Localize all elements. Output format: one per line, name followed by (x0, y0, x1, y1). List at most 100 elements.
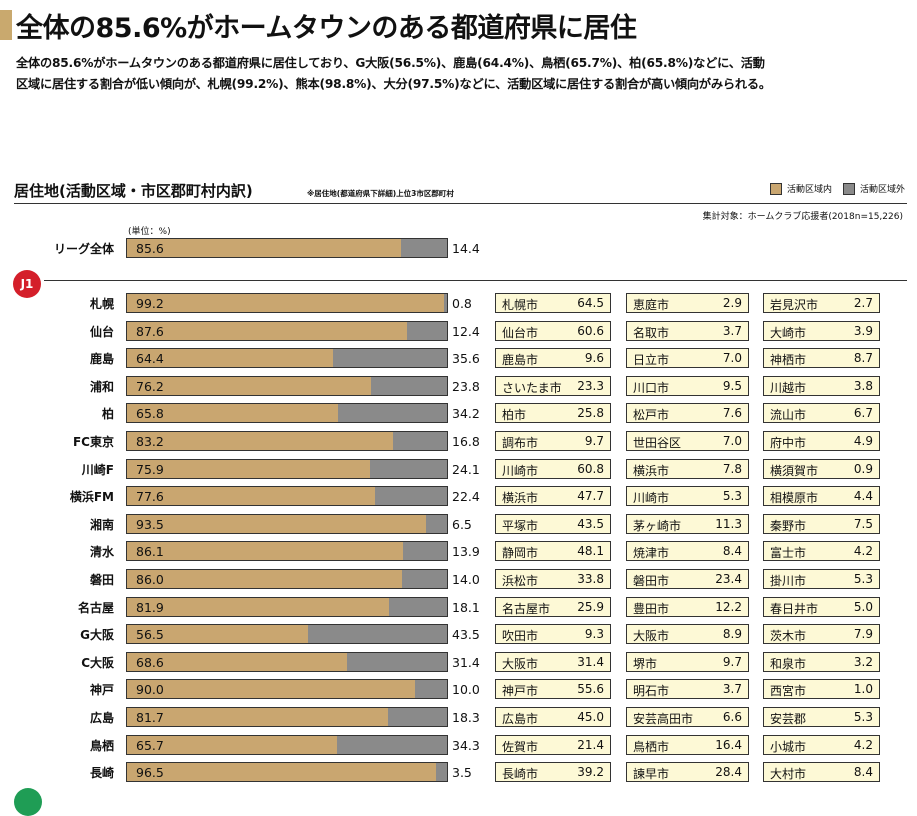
club-bar: 65.8 (126, 403, 448, 424)
city-cell: 府中市 4.9 (763, 431, 880, 451)
city-name: 茅ヶ崎市 (633, 518, 682, 533)
city-cell: 鹿島市 9.6 (495, 348, 611, 369)
city-value: 0.9 (853, 461, 873, 476)
city-cell: 長崎市 39.2 (495, 762, 611, 783)
city-value: 60.6 (577, 323, 604, 338)
city-cell: 安芸郡 5.3 (763, 707, 880, 727)
city-name: 川越市 (770, 380, 807, 395)
next-league-badge (14, 788, 42, 816)
club-inside-value: 86.1 (136, 544, 164, 560)
city-cell: 磐田市 23.4 (626, 569, 749, 589)
overall-bar: 85.6 (126, 238, 448, 258)
club-bar-inside (127, 514, 427, 533)
city-name: 名古屋市 (502, 601, 551, 616)
city-cell: 茅ヶ崎市 11.3 (626, 513, 749, 534)
description-line: 全体の85.6%がホームタウンのある都道府県に居住しており、G大阪(56.5%)… (16, 56, 765, 70)
club-row: 磐田 86.0 14.0 浜松市 33.8 磐田市 23.4 掛川市 5.3 (0, 568, 917, 590)
city-name: 大村市 (770, 767, 807, 782)
city-value: 8.7 (853, 351, 873, 366)
club-label: 名古屋 (77, 600, 114, 615)
city-value: 7.0 (722, 351, 742, 366)
club-row: 仙台 87.6 12.4 仙台市 60.6 名取市 3.7 大崎市 3.9 (0, 320, 917, 342)
club-row: 長崎 96.5 3.5 長崎市 39.2 諫早市 28.4 大村市 8.4 (0, 761, 917, 783)
city-name: 横浜市 (633, 463, 670, 478)
j1-divider (44, 280, 907, 281)
club-bar-inside (127, 349, 334, 368)
city-value: 5.3 (853, 710, 873, 724)
club-outside-value: 0.8 (452, 296, 472, 311)
club-inside-value: 86.0 (136, 572, 164, 587)
club-outside-value: 31.4 (452, 654, 480, 670)
city-value: 5.3 (722, 489, 742, 504)
city-cell: 横浜市 47.7 (495, 486, 611, 507)
club-bar-inside (127, 625, 308, 644)
club-label: FC東京 (72, 435, 114, 449)
section-title: 居住地(活動区域・市区郡町村内訳) (14, 182, 253, 200)
city-cell: 小城市 4.2 (763, 734, 880, 755)
city-value: 12.2 (715, 599, 742, 614)
club-outside-value: 13.9 (452, 544, 480, 560)
club-inside-value: 64.4 (136, 351, 164, 367)
club-bar-inside (127, 321, 408, 340)
club-outside-value: 34.2 (452, 406, 480, 422)
club-inside-value: 87.6 (136, 323, 164, 339)
city-value: 2.9 (722, 296, 742, 310)
city-value: 6.6 (722, 710, 742, 724)
city-name: 世田谷区 (633, 436, 682, 450)
city-name: 神栖市 (770, 353, 807, 368)
city-name: 名取市 (633, 325, 670, 340)
city-cell: 相模原市 4.4 (763, 486, 880, 507)
city-name: 川崎市 (502, 463, 539, 478)
city-cell: 大阪市 31.4 (495, 651, 611, 672)
club-inside-value: 56.5 (136, 627, 164, 643)
city-name: 大崎市 (770, 325, 807, 340)
club-bar-inside (127, 404, 338, 423)
city-name: 松戸市 (633, 408, 670, 423)
club-bar: 86.1 (126, 541, 448, 562)
city-name: 平塚市 (502, 518, 539, 533)
club-row: 清水 86.1 13.9 静岡市 48.1 焼津市 8.4 富士市 4.2 (0, 540, 917, 562)
city-name: 豊田市 (633, 601, 670, 616)
club-inside-value: 68.6 (136, 654, 164, 670)
club-outside-value: 22.4 (452, 489, 480, 505)
club-row: 湘南 93.5 6.5 平塚市 43.5 茅ヶ崎市 11.3 秦野市 7.5 (0, 513, 917, 535)
city-cell: 川越市 3.8 (763, 375, 880, 396)
city-name: 富士市 (770, 546, 807, 561)
city-name: 堺市 (633, 656, 658, 671)
club-bar: 96.5 (126, 762, 448, 783)
city-value: 25.8 (577, 406, 604, 421)
club-inside-value: 75.9 (136, 461, 164, 477)
city-cell: 佐賀市 21.4 (495, 734, 611, 755)
club-bar-inside (127, 570, 403, 588)
city-cell: 大村市 8.4 (763, 762, 880, 783)
city-name: 春日井市 (770, 601, 819, 616)
city-value: 9.7 (584, 434, 604, 448)
club-row: 川崎F 75.9 24.1 川崎市 60.8 横浜市 7.8 横須賀市 0.9 (0, 458, 917, 480)
city-value: 9.3 (584, 627, 604, 642)
city-value: 2.7 (853, 296, 873, 310)
city-name: 神戸市 (502, 684, 539, 699)
club-label: C大阪 (81, 655, 114, 670)
city-value: 21.4 (577, 737, 604, 752)
city-cell: 流山市 6.7 (763, 403, 880, 424)
club-label: 鳥栖 (89, 738, 114, 753)
club-bar: 56.5 (126, 624, 448, 645)
club-bar: 93.5 (126, 513, 448, 534)
city-name: 諫早市 (633, 767, 670, 782)
city-cell: 鳥栖市 16.4 (626, 734, 749, 755)
city-cell: 和泉市 3.2 (763, 651, 880, 672)
city-name: 西宮市 (770, 684, 807, 699)
city-cell: 静岡市 48.1 (495, 541, 611, 562)
city-cell: 川崎市 60.8 (495, 458, 611, 479)
city-cell: 名古屋市 25.9 (495, 596, 611, 617)
city-name: 吹田市 (502, 629, 539, 644)
city-name: 川口市 (633, 380, 670, 395)
city-value: 31.4 (577, 654, 604, 669)
city-name: 川崎市 (633, 491, 670, 506)
city-name: 明石市 (633, 684, 670, 699)
overall-inside-value: 85.6 (136, 241, 164, 256)
city-value: 3.8 (853, 378, 873, 393)
city-name: 府中市 (770, 436, 807, 450)
city-name: 和泉市 (770, 656, 807, 671)
city-cell: 川崎市 5.3 (626, 486, 749, 507)
